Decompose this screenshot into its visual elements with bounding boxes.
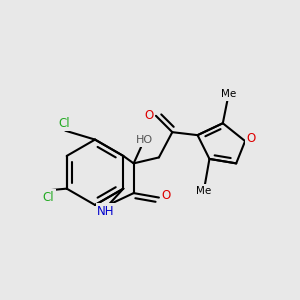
Text: O: O: [246, 132, 256, 145]
Text: Me: Me: [221, 89, 236, 99]
Text: Me: Me: [196, 186, 211, 196]
Text: O: O: [144, 109, 153, 122]
Text: HO: HO: [136, 136, 153, 146]
Text: Cl: Cl: [58, 117, 70, 130]
Text: NH: NH: [97, 205, 115, 218]
Text: Cl: Cl: [42, 191, 54, 204]
Text: O: O: [162, 189, 171, 202]
